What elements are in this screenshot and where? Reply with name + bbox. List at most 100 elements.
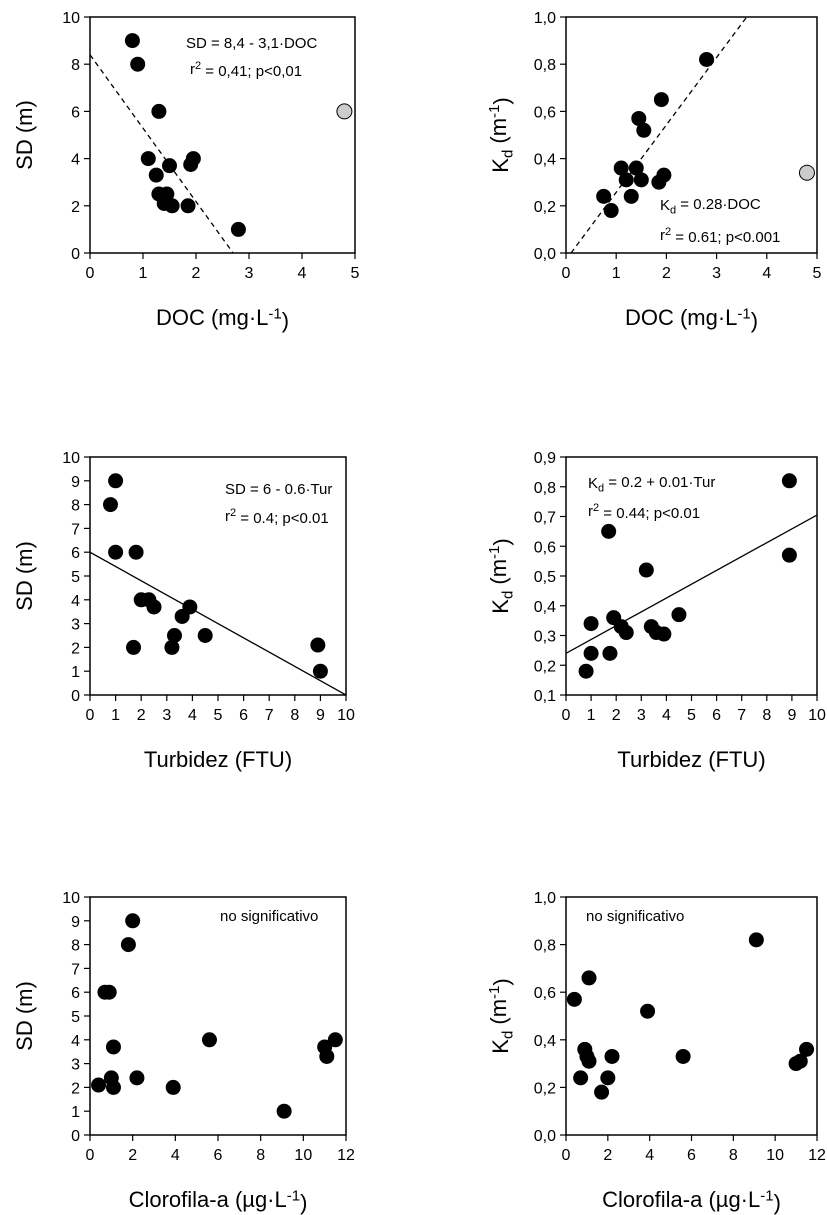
y-tick-label: 6 [71,545,80,562]
x-tick-label: 0 [562,1147,571,1164]
annotation: r2 = 0,41; p<0,01 [190,60,302,80]
data-point [140,151,156,167]
y-tick-label: 0,7 [534,510,556,527]
x-tick-label: 4 [298,265,307,282]
data-point [671,607,687,623]
y-tick-label: 0,3 [534,629,556,646]
data-point [185,151,201,167]
regression-line [90,551,346,695]
x-tick-label: 2 [128,1147,137,1164]
data-point [319,1048,335,1064]
data-point [151,103,167,119]
data-point [162,158,177,174]
data-point [327,1032,343,1048]
data-point [640,1003,656,1019]
x-tick-label: 8 [729,1147,738,1164]
y-axis-label: SD (m) [12,100,37,170]
data-point [623,188,639,204]
data-point [613,160,629,176]
y-tick-label: 6 [71,104,80,121]
x-tick-label: 10 [294,1147,312,1164]
data-point [601,523,617,539]
x-tick-label: 1 [612,265,621,282]
y-tick-label: 1 [71,1104,80,1121]
data-point [699,51,715,67]
data-point [675,1048,691,1064]
plot-frame [89,896,347,1136]
data-point [101,984,117,1000]
x-tick-label: 1 [111,707,120,724]
y-tick-label: 2 [71,199,80,216]
data-point [125,913,141,929]
y-tick-label: 1,0 [534,890,556,907]
annotation: SD = 6 - 0.6·Tur [225,481,332,498]
annotation: SD = 8,4 - 3,1·DOC [186,35,317,52]
x-tick-label: 10 [808,707,826,724]
data-point [108,473,124,489]
y-tick-label: 0,9 [534,450,556,467]
data-point [276,1103,292,1119]
x-tick-label: 0 [562,265,571,282]
y-tick-label: 0,0 [534,1128,556,1145]
data-point [126,639,142,655]
data-point [573,1070,589,1086]
y-tick-label: 7 [71,521,80,538]
y-tick-label: 0,8 [534,938,556,955]
x-tick-label: 5 [687,707,696,724]
data-point [108,544,124,560]
data-point [602,645,618,661]
x-tick-label: 4 [171,1147,180,1164]
data-point [603,203,619,219]
y-axis-label: Kd (m-1) [486,978,517,1053]
data-point [656,167,672,183]
x-tick-label: 3 [712,265,721,282]
y-tick-label: 0,0 [534,246,556,263]
data-point [102,497,118,513]
data-point [180,198,196,214]
data-point [105,1079,121,1095]
x-tick-label: 0 [86,265,95,282]
y-tick-label: 0,6 [534,985,556,1002]
annotation: no significativo [586,908,684,925]
y-tick-label: 0,8 [534,480,556,497]
data-point [166,628,182,643]
x-tick-label: 4 [645,1147,654,1164]
y-tick-label: 9 [71,474,80,491]
x-axis-label: Clorofila-a (µg·L-1) [129,1187,308,1215]
data-point [596,188,612,204]
y-tick-label: 2 [71,640,80,657]
annotation: no significativo [220,908,318,925]
data-point [631,110,647,126]
x-tick-label: 1 [587,707,596,724]
y-axis-label: SD (m) [12,981,37,1051]
x-tick-label: 2 [603,1147,612,1164]
y-tick-label: 10 [62,10,80,27]
x-tick-label: 2 [612,707,621,724]
y-axis-label: SD (m) [12,541,37,611]
data-point [310,637,326,653]
outlier-point [798,164,815,181]
x-tick-label: 0 [86,1147,95,1164]
x-tick-label: 2 [662,265,671,282]
data-point [148,167,164,183]
x-axis-label: Clorofila-a (µg·L-1) [602,1187,781,1215]
y-tick-label: 10 [62,890,80,907]
data-point [182,599,198,615]
data-point [653,92,669,108]
plot-frame [89,16,356,254]
data-point [129,1070,145,1086]
y-tick-label: 8 [71,57,80,74]
data-point [312,663,328,679]
data-point [628,160,644,176]
data-point [91,1077,107,1093]
data-point [120,937,136,953]
scatter-panel-p6: 0 2 4 6 8 10 12 0,0 0,2 0,4 0,6 0,8 1,0 Clorofila-a (… [486,890,826,1215]
data-point [636,122,652,138]
y-axis-label: Kd (m-1) [486,538,517,613]
y-tick-label: 0,1 [534,688,556,705]
data-point [164,639,180,655]
y-tick-label: 0,8 [534,57,556,74]
outlier-point [336,103,353,120]
x-tick-label: 6 [239,707,248,724]
